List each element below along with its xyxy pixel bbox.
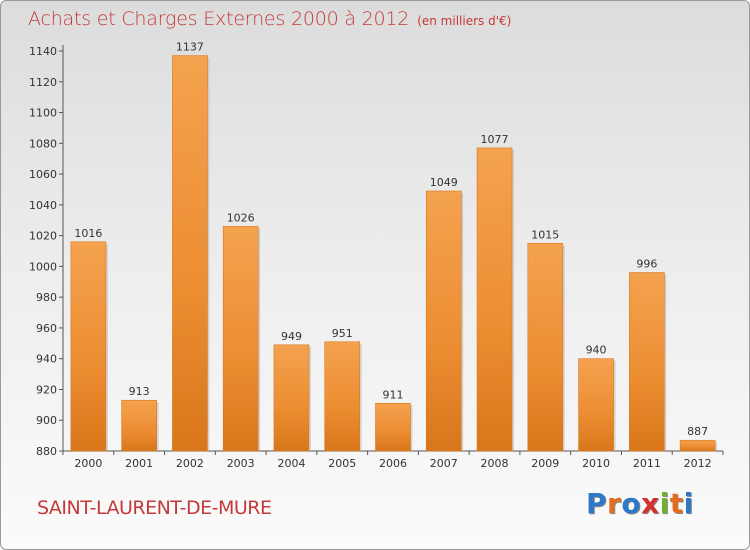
bar-2008 [476, 147, 513, 452]
logo-letter: r [607, 487, 622, 520]
logo-letter: i [659, 487, 670, 520]
bar-value-label: 1077 [481, 133, 509, 146]
y-tick-label: 940 [36, 353, 57, 366]
commune-name: SAINT-LAURENT-DE-MURE [37, 497, 272, 519]
x-tick-label: 2006 [379, 457, 407, 470]
y-tick-label: 900 [36, 414, 57, 427]
bar-value-label: 887 [687, 425, 708, 438]
bar-value-label: 940 [586, 344, 607, 357]
x-tick-label: 2000 [74, 457, 102, 470]
y-tick-label: 1040 [29, 199, 57, 212]
logo-letter: t [669, 487, 684, 520]
bar-value-label: 1026 [227, 211, 255, 224]
bar-2010 [578, 358, 614, 452]
x-tick-label: 2003 [227, 457, 255, 470]
bar-value-label: 1049 [430, 176, 458, 189]
logo-letter: i [683, 487, 694, 520]
bar-value-label: 1137 [176, 41, 204, 54]
y-tick-label: 880 [36, 445, 57, 458]
bar-2009 [527, 243, 564, 452]
bar-2003 [222, 226, 259, 452]
bar-value-label: 951 [332, 327, 353, 340]
y-tick-label: 1100 [29, 107, 57, 120]
chart-bars [70, 55, 718, 452]
bar-2006 [375, 403, 411, 452]
x-tick-label: 2001 [125, 457, 153, 470]
y-tick-label: 920 [36, 383, 57, 396]
y-tick-label: 980 [36, 291, 57, 304]
x-tick-label: 2011 [633, 457, 661, 470]
y-tick-label: 1080 [29, 137, 57, 150]
bar-2005 [324, 341, 361, 452]
logo-letter: x [641, 487, 660, 520]
x-tick-label: 2012 [684, 457, 712, 470]
x-tick-label: 2004 [277, 457, 305, 470]
proxiti-logo[interactable]: Proxiti [586, 487, 694, 520]
x-tick-label: 2005 [328, 457, 356, 470]
y-tick-label: 1120 [29, 76, 57, 89]
x-tick-label: 2007 [430, 457, 458, 470]
logo-letter: o [621, 487, 642, 520]
bar-value-label: 996 [636, 258, 657, 271]
bar-value-label: 949 [281, 330, 302, 343]
x-tick-label: 2010 [582, 457, 610, 470]
y-tick-label: 1060 [29, 168, 57, 181]
chart-title-block: Achats et Charges Externes 2000 à 2012 (e… [28, 8, 511, 30]
bar-2011 [629, 272, 665, 452]
chart-value-labels: 1016 913 1137 1026 949 951 911 1049 1077 1015 940 9… [74, 41, 708, 439]
y-tick-label: 1020 [29, 230, 57, 243]
bar-value-label: 1016 [74, 227, 102, 240]
bar-2012 [679, 439, 716, 452]
x-tick-label: 2002 [176, 457, 204, 470]
y-tick-label: 960 [36, 322, 57, 335]
bar-value-label: 1015 [531, 228, 559, 241]
bar-value-label: 911 [383, 388, 404, 401]
x-tick-label: 2008 [481, 457, 509, 470]
chart-title: Achats et Charges Externes 2000 à 2012 [28, 8, 410, 30]
y-tick-label: 1000 [29, 260, 57, 273]
chart-subtitle: (en milliers d'€) [417, 14, 512, 28]
bar-value-label: 913 [129, 385, 150, 398]
bar-2001 [121, 399, 157, 452]
logo-letter: P [586, 487, 608, 520]
bar-2002 [172, 55, 208, 452]
x-tick-label: 2009 [531, 457, 559, 470]
y-tick-label: 1140 [29, 45, 57, 58]
bar-2004 [273, 344, 310, 452]
bar-2007 [425, 190, 462, 452]
bar-2000 [70, 241, 107, 452]
